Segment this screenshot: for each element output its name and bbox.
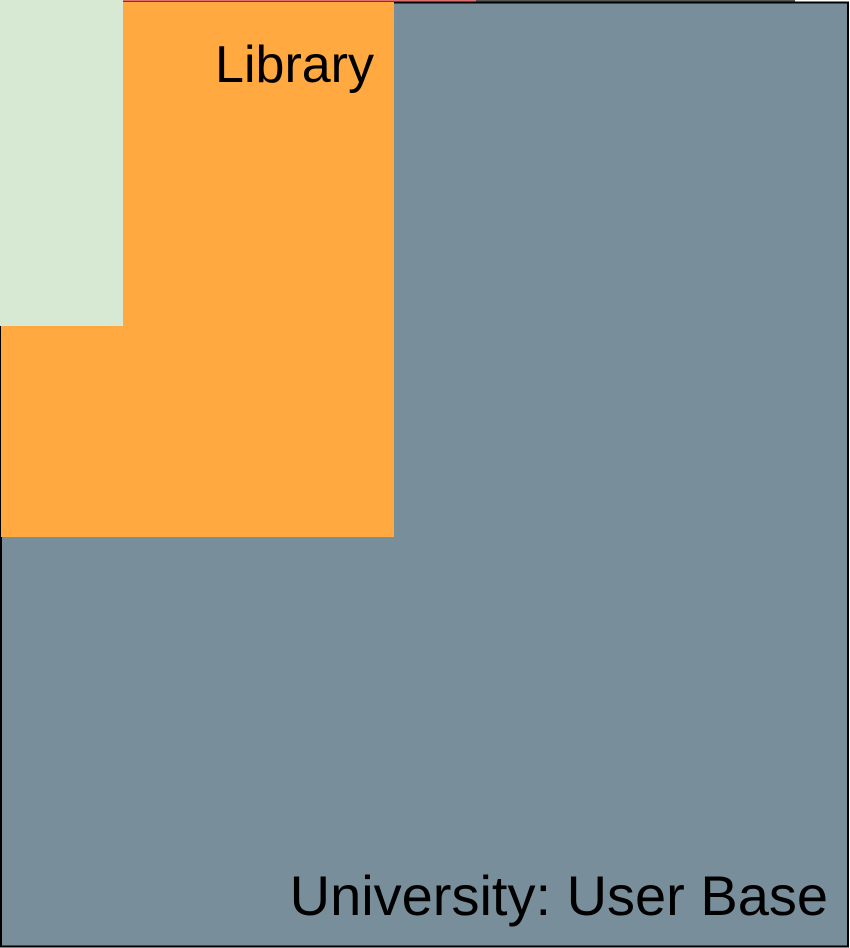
library-label: Library (215, 36, 374, 94)
inner-region (0, 0, 123, 326)
university-label: University: User Base (290, 864, 828, 927)
